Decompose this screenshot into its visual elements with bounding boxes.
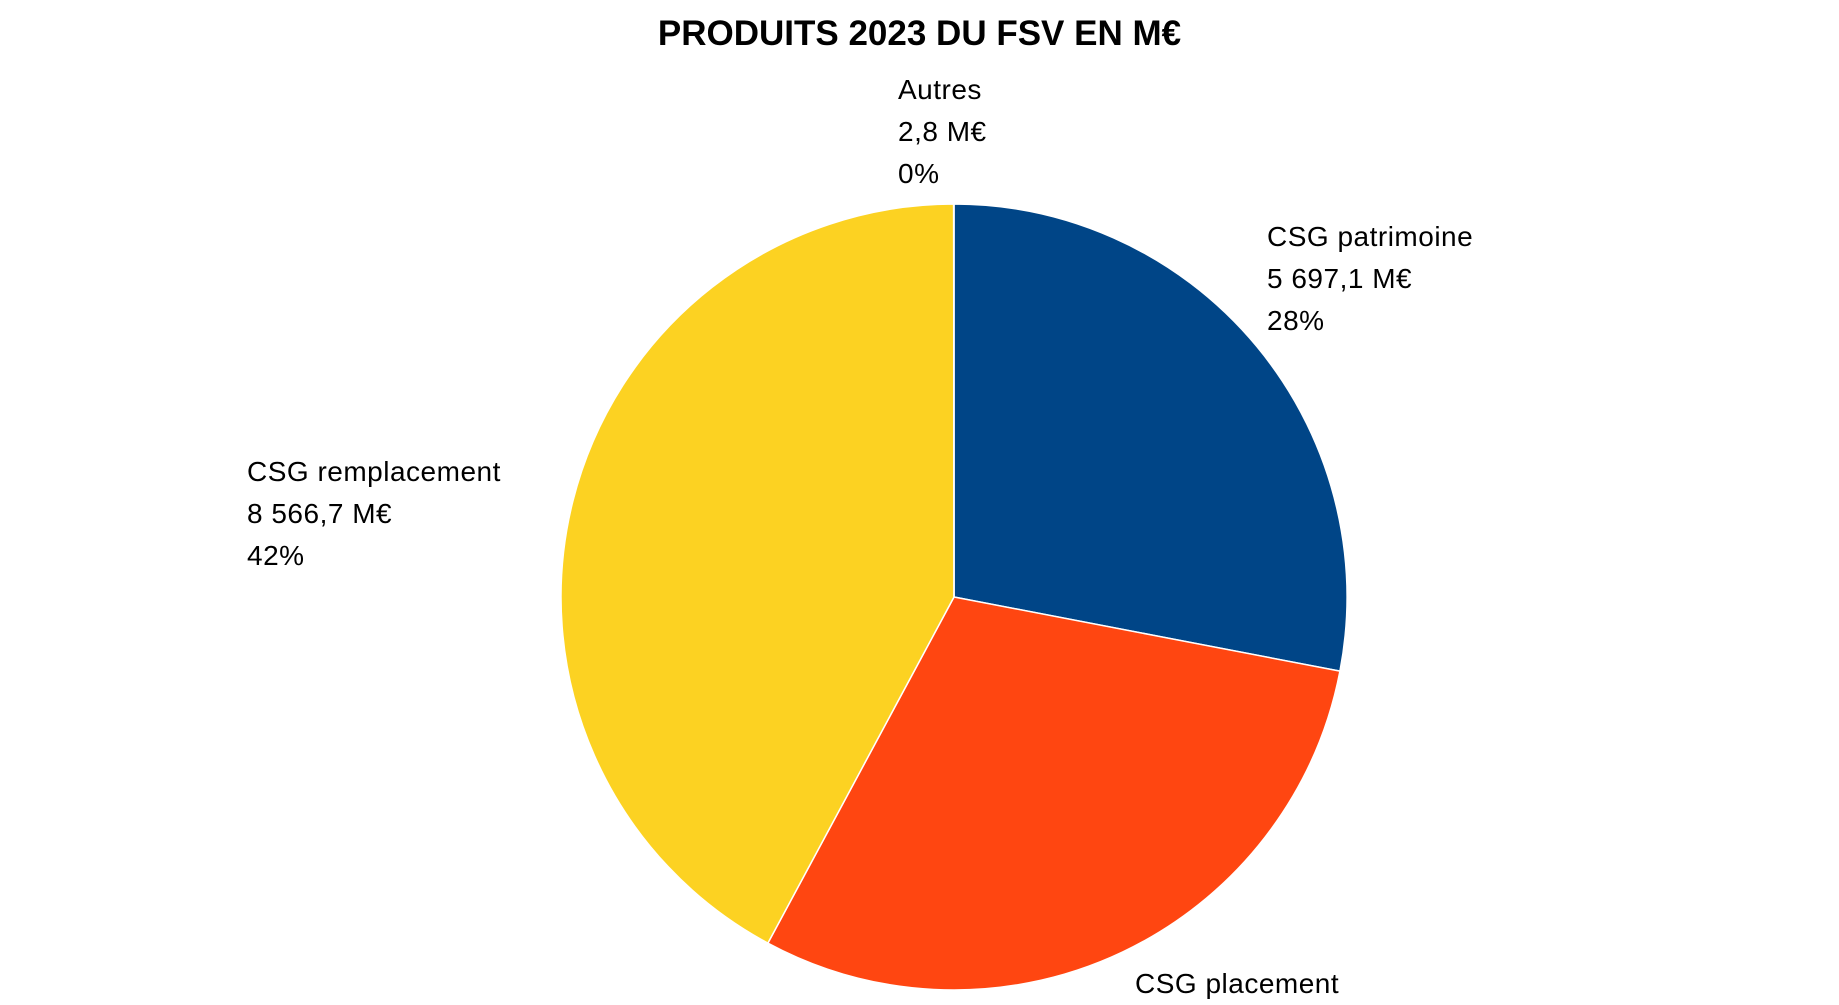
label-autres-percent: 0% xyxy=(898,153,987,195)
label-remplacement: CSG remplacement 8 566,7 M€ 42% xyxy=(247,451,501,577)
label-remplacement-percent: 42% xyxy=(247,535,501,577)
label-placement-name: CSG placement xyxy=(1135,963,1339,1005)
label-remplacement-name: CSG remplacement xyxy=(247,451,501,493)
label-patrimoine-name: CSG patrimoine xyxy=(1267,216,1473,258)
label-placement: CSG placement xyxy=(1135,963,1339,1005)
label-remplacement-value: 8 566,7 M€ xyxy=(247,493,501,535)
label-autres: Autres 2,8 M€ 0% xyxy=(898,69,987,195)
label-patrimoine-value: 5 697,1 M€ xyxy=(1267,258,1473,300)
label-patrimoine-percent: 28% xyxy=(1267,300,1473,342)
label-patrimoine: CSG patrimoine 5 697,1 M€ 28% xyxy=(1267,216,1473,342)
label-autres-name: Autres xyxy=(898,69,987,111)
label-autres-value: 2,8 M€ xyxy=(898,111,987,153)
